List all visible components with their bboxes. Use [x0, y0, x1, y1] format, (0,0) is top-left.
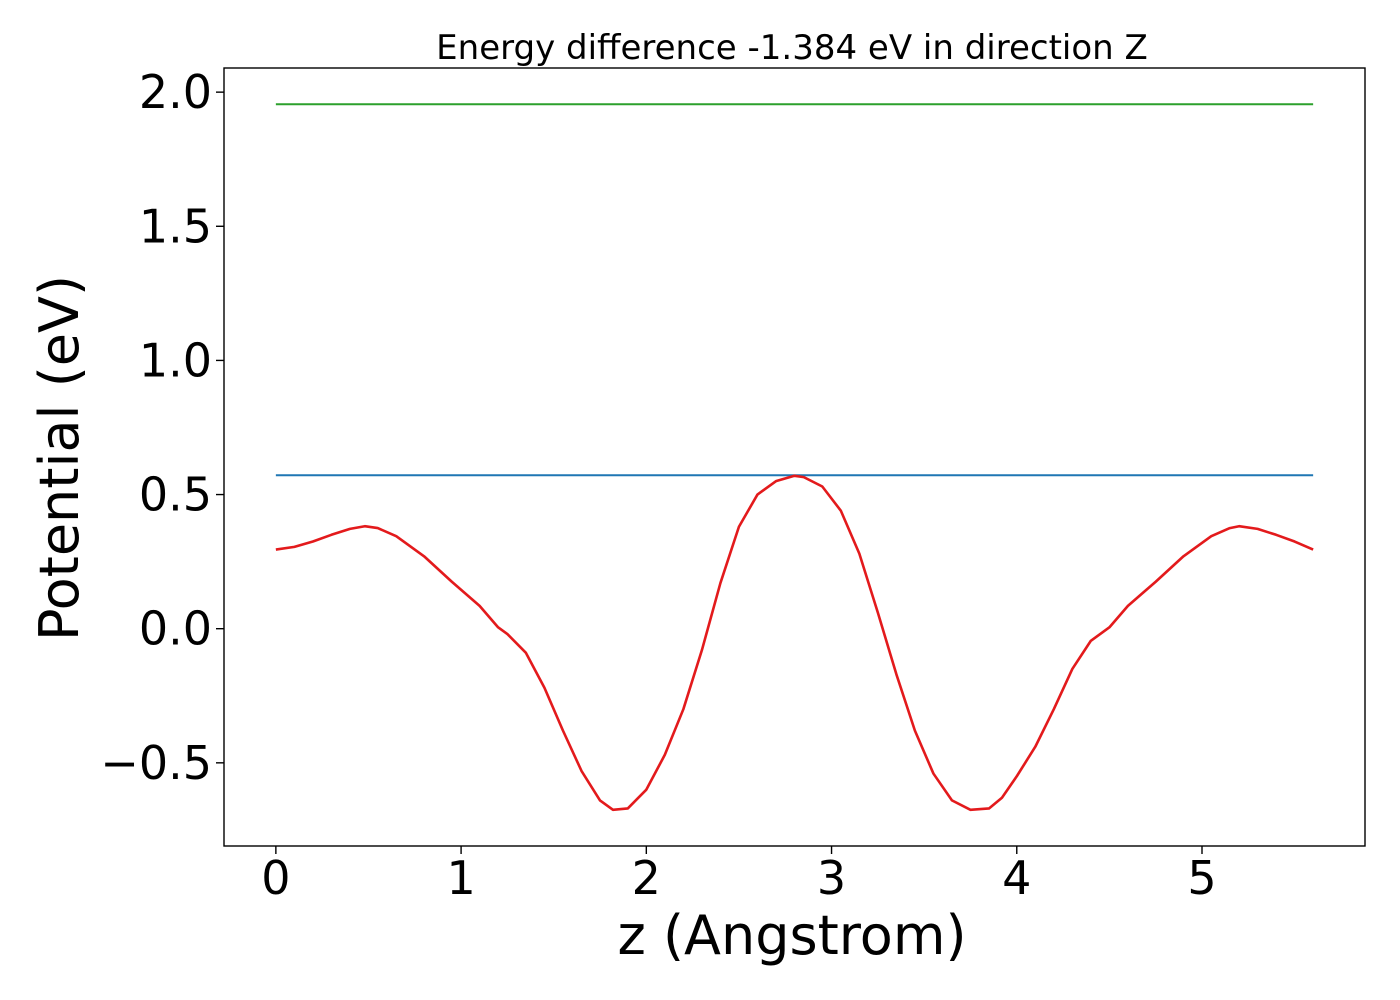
x-tick-label: 0 — [261, 851, 290, 905]
x-tick-label: 4 — [1002, 851, 1031, 905]
x-tick-label: 2 — [632, 851, 661, 905]
y-axis-label: Potential (eV) — [28, 275, 91, 641]
y-axis: −0.5 0.0 0.5 1.0 1.5 2.0 — [100, 65, 224, 790]
x-tick-label: 1 — [446, 851, 475, 905]
x-axis: 0 1 2 3 4 5 — [261, 846, 1217, 905]
x-tick-label: 3 — [817, 851, 846, 905]
plot-area — [275, 103, 1314, 812]
x-tick-label: 5 — [1187, 851, 1216, 905]
y-tick-label: 2.0 — [139, 65, 212, 119]
y-tick-label: 1.0 — [139, 333, 212, 387]
series-line-2 — [275, 474, 1314, 812]
y-tick-label: 0.5 — [139, 468, 212, 522]
y-tick-label: 0.0 — [139, 602, 212, 656]
chart-title: Energy difference -1.384 eV in direction… — [436, 28, 1148, 68]
plot-frame — [223, 67, 1366, 847]
x-axis-label: z (Angstrom) — [617, 904, 966, 967]
y-tick-label: 1.5 — [139, 199, 212, 253]
y-tick-label: −0.5 — [100, 736, 212, 790]
